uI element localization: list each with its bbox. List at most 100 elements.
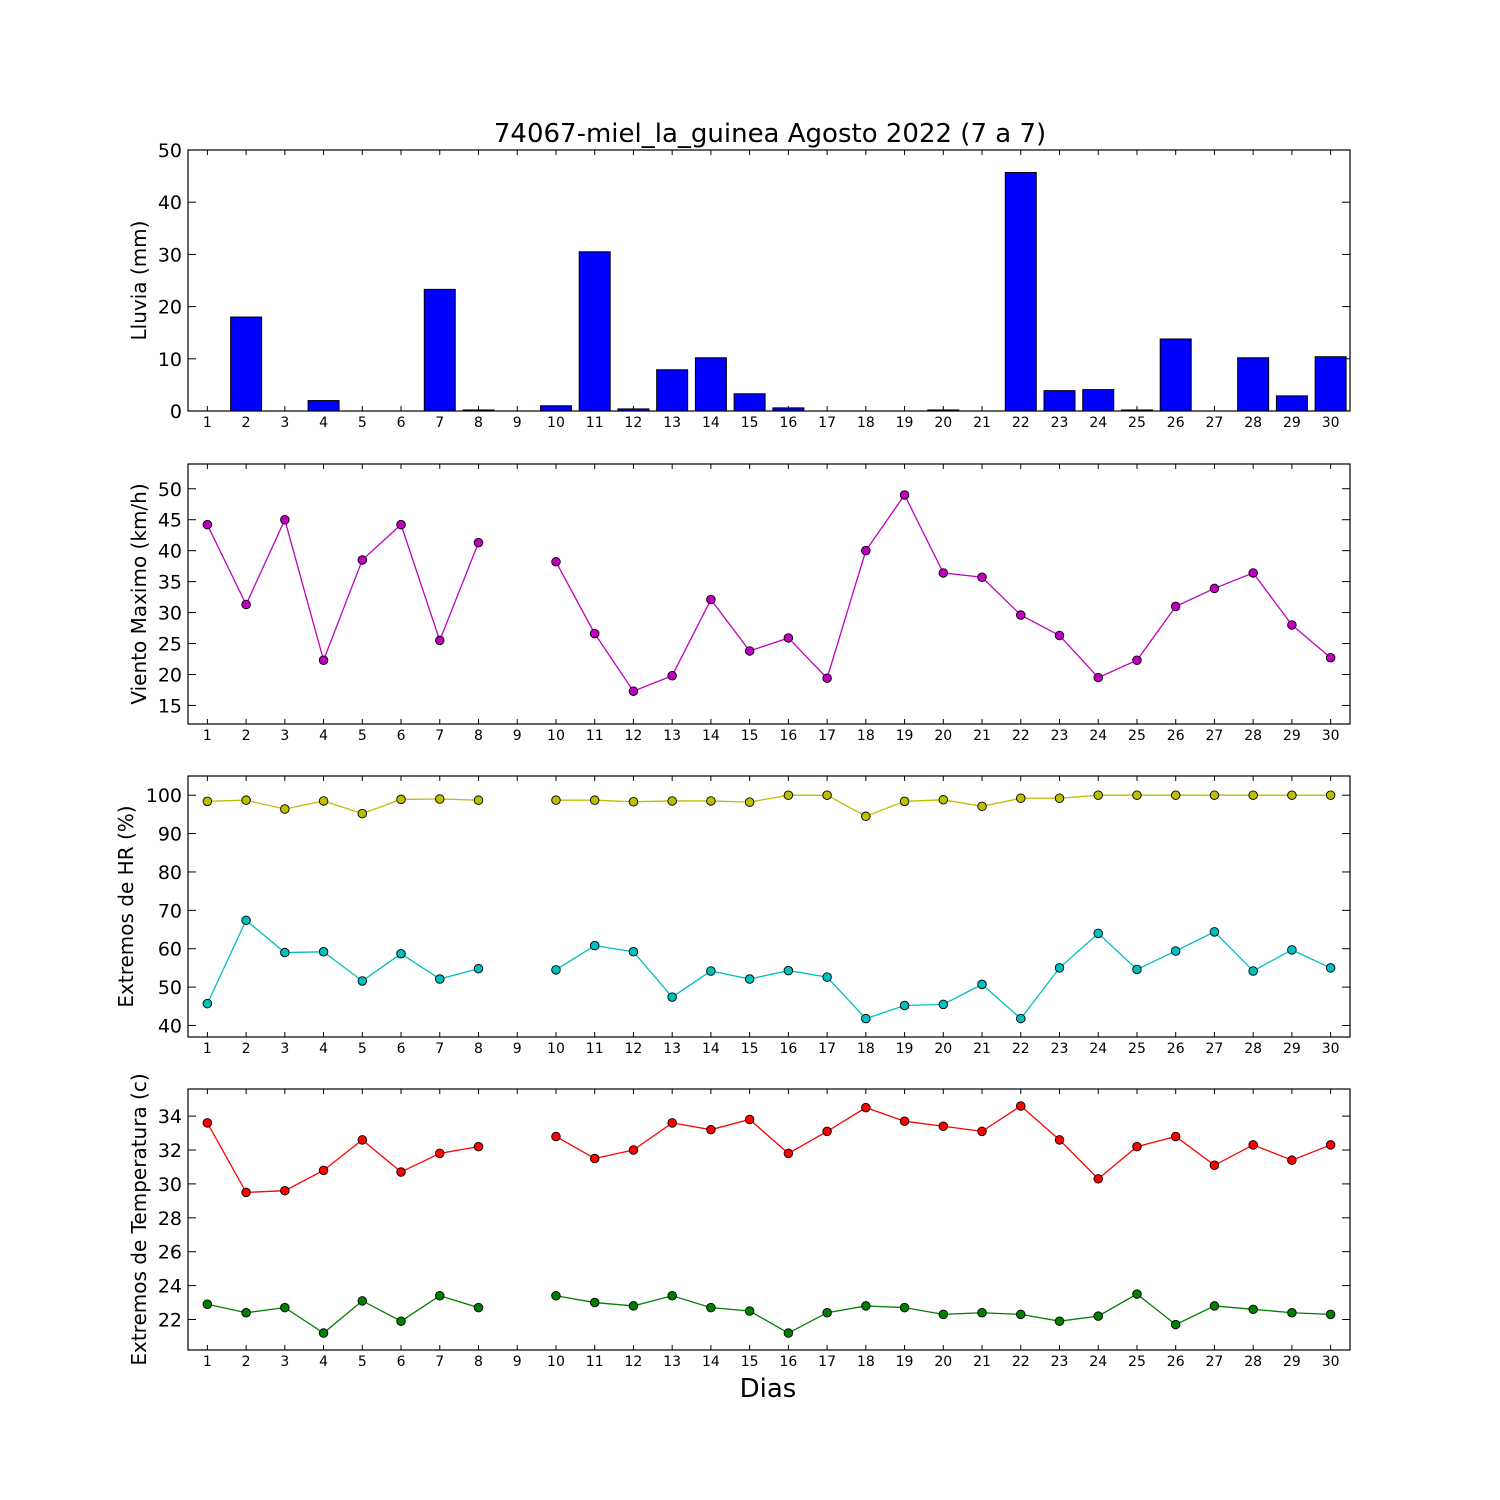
series-point (706, 1302, 716, 1313)
y-tick-label: 35 (158, 572, 182, 594)
series-point (1325, 790, 1336, 800)
x-tick-label: 29 (1283, 1041, 1301, 1057)
y-tick-label: 34 (158, 1106, 182, 1128)
series-point (1054, 793, 1065, 804)
x-tick-label: 16 (779, 1354, 797, 1370)
series-point (435, 1291, 445, 1301)
series-point (396, 948, 406, 959)
rain-bar (694, 357, 727, 412)
x-tick-label: 18 (857, 1041, 875, 1057)
x-tick-label: 9 (513, 1041, 522, 1057)
y-tick-label: 10 (158, 349, 182, 371)
series-point (1132, 1289, 1142, 1299)
series-point (1093, 1311, 1103, 1321)
x-tick-label: 30 (1322, 1041, 1340, 1057)
series-point (280, 514, 290, 525)
y-tick-label: 20 (158, 297, 182, 319)
series-point (202, 796, 213, 807)
series-point (667, 1291, 677, 1301)
series-point (357, 976, 368, 986)
series-point (396, 794, 406, 805)
x-tick-label: 7 (435, 1354, 444, 1370)
series-point (357, 808, 368, 819)
series-point (1325, 1309, 1336, 1320)
series-point (435, 1148, 445, 1159)
x-tick-label: 27 (1206, 1354, 1224, 1370)
rain-bar (1082, 389, 1115, 412)
x-tick-label: 7 (435, 1041, 444, 1057)
y-tick-label: 22 (158, 1309, 182, 1331)
x-tick-label: 2 (242, 415, 251, 431)
series-point (628, 686, 639, 696)
x-tick-label: 6 (397, 728, 406, 744)
y-tick-label: 15 (158, 695, 182, 717)
series-point (744, 797, 755, 807)
rain-bar (423, 288, 456, 412)
series-point (241, 1187, 251, 1198)
axes-frame (187, 149, 1351, 412)
series-point (938, 999, 949, 1010)
axes-frame (187, 1088, 1351, 1351)
series-point (667, 796, 677, 806)
y-tick-label: 26 (158, 1242, 182, 1264)
series-point (396, 1316, 406, 1326)
x-tick-label: 6 (397, 1041, 406, 1057)
series-point (1248, 568, 1258, 578)
series-line (206, 517, 480, 663)
y-axis-label: Viento Maximo (km/h) (127, 483, 151, 704)
chart-title: 74067-miel_la_guinea Agosto 2022 (7 a 7) (494, 119, 1046, 149)
x-tick-label: 2 (242, 1041, 251, 1057)
x-tick-label: 21 (973, 728, 991, 744)
series-point (822, 673, 832, 683)
x-tick-label: 22 (1012, 1354, 1030, 1370)
series-point (1170, 1319, 1181, 1330)
x-tick-label: 21 (973, 1041, 991, 1057)
rain-bar (1237, 357, 1270, 412)
rain-bar (1120, 409, 1153, 412)
series-point (318, 947, 329, 957)
x-tick-label: 20 (934, 415, 952, 431)
rain-bar (578, 251, 611, 412)
series-point (977, 1307, 987, 1318)
x-tick-label: 12 (625, 415, 643, 431)
x-tick-label: 5 (358, 1354, 367, 1370)
x-tick-label: 13 (663, 415, 681, 431)
x-tick-label: 23 (1051, 1354, 1069, 1370)
series-point (1054, 1135, 1065, 1145)
series-point (1248, 1304, 1258, 1315)
series-point (435, 794, 445, 804)
x-tick-label: 28 (1244, 1354, 1262, 1370)
series-point (1132, 790, 1142, 800)
series-point (1287, 945, 1297, 955)
x-tick-label: 10 (547, 728, 565, 744)
series-point (241, 1307, 251, 1318)
series-point (1016, 793, 1026, 804)
series-point (1287, 1307, 1297, 1318)
series-point (1054, 1316, 1065, 1326)
x-tick-label: 7 (435, 728, 444, 744)
series-point (1093, 928, 1103, 939)
x-tick-label: 25 (1128, 728, 1146, 744)
y-tick-label: 50 (158, 977, 182, 999)
series-point (744, 1306, 755, 1316)
series-point (202, 1118, 213, 1128)
y-tick-label: 90 (158, 824, 182, 846)
y-tick-label: 100 (146, 785, 182, 807)
series-point (1054, 630, 1065, 641)
x-tick-label: 4 (319, 1354, 328, 1370)
y-tick-label: 28 (158, 1208, 182, 1230)
series-point (318, 1328, 329, 1338)
x-tick-label: 13 (663, 1041, 681, 1057)
x-tick-label: 22 (1012, 415, 1030, 431)
x-tick-label: 26 (1167, 1354, 1185, 1370)
series-point (1170, 601, 1181, 612)
series-point (473, 537, 484, 548)
series-point (822, 1307, 832, 1318)
x-tick-label: 17 (818, 415, 836, 431)
x-tick-label: 1 (203, 728, 212, 744)
series-point (589, 940, 600, 951)
y-axis-label: Extremos de Temperatura (c) (127, 1073, 151, 1365)
x-tick-label: 1 (203, 415, 212, 431)
